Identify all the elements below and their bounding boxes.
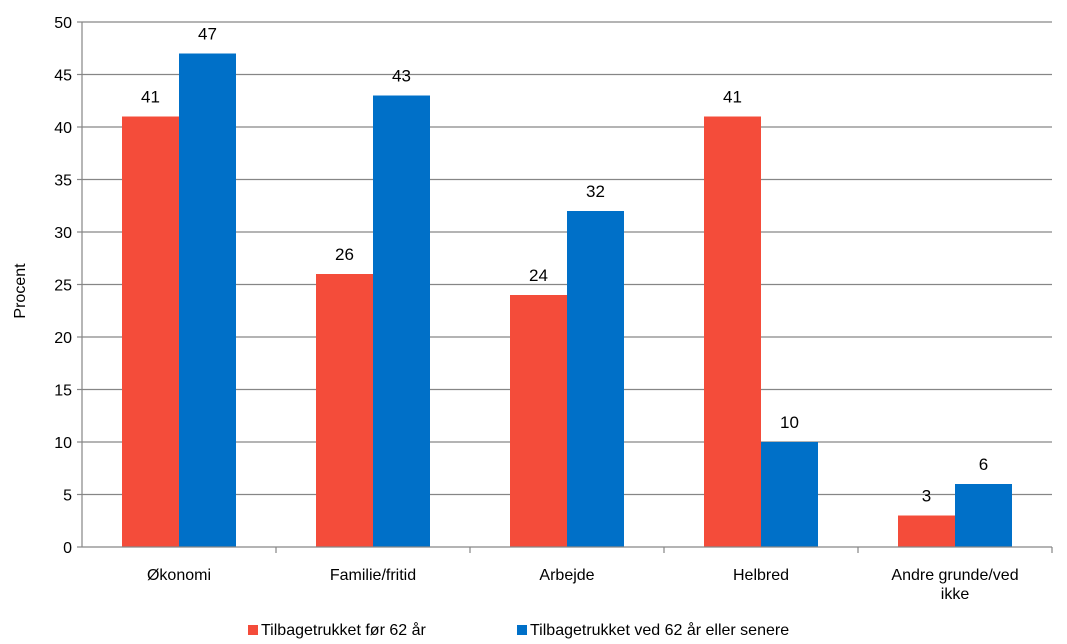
- x-category-label: Helbred: [733, 567, 789, 584]
- legend-swatch: [248, 625, 258, 635]
- x-category-label: Familie/fritid: [330, 567, 416, 584]
- bar: [373, 95, 430, 547]
- x-category-label: Arbejde: [539, 567, 594, 584]
- legend-label: Tilbagetrukket ved 62 år eller senere: [530, 621, 789, 639]
- bar: [510, 295, 567, 547]
- bar: [567, 211, 624, 547]
- data-label: 32: [586, 182, 605, 201]
- bar: [122, 116, 179, 547]
- y-tick-label: 15: [54, 383, 72, 400]
- data-label: 26: [335, 245, 354, 264]
- bars: [122, 53, 1012, 547]
- legend-label: Tilbagetrukket før 62 år: [261, 621, 426, 639]
- data-labels: 41 47 26 43 24 32 41 10 3 6: [141, 25, 988, 506]
- y-tick-label: 35: [54, 173, 72, 190]
- legend: Tilbagetrukket før 62 år Tilbagetrukket v…: [248, 621, 789, 639]
- bar: [898, 515, 955, 547]
- y-tick-label: 30: [54, 225, 72, 242]
- data-label: 10: [780, 413, 799, 432]
- x-category-label: Andre grunde/ved: [891, 567, 1018, 584]
- x-category-label: Økonomi: [147, 567, 211, 584]
- legend-swatch: [517, 625, 527, 635]
- y-tick-label: 20: [54, 330, 72, 347]
- data-label: 47: [198, 25, 217, 44]
- y-tick-label: 50: [54, 15, 72, 32]
- y-tick-label: 25: [54, 278, 72, 295]
- data-label: 24: [529, 266, 548, 285]
- y-tick-label: 0: [63, 540, 72, 557]
- y-tick-labels: 0 5 10 15 20 25 30 35 40 45 50: [54, 15, 72, 557]
- data-label: 43: [392, 67, 411, 86]
- y-tick-label: 5: [63, 488, 72, 505]
- y-tick-label: 45: [54, 68, 72, 85]
- bar: [179, 53, 236, 547]
- bar: [955, 484, 1012, 547]
- data-label: 3: [922, 487, 931, 506]
- y-axis-title: Procent: [12, 263, 29, 319]
- bar: [761, 442, 818, 547]
- axes: [77, 21, 1053, 553]
- x-category-label: ikke: [941, 586, 970, 603]
- y-tick-label: 40: [54, 120, 72, 137]
- data-label: 41: [723, 88, 742, 107]
- bar: [704, 116, 761, 547]
- data-label: 6: [979, 455, 988, 474]
- data-label: 41: [141, 88, 160, 107]
- x-tick-labels: Økonomi Familie/fritid Arbejde Helbred Andre…: [147, 567, 1019, 603]
- bar: [316, 274, 373, 547]
- y-tick-label: 10: [54, 435, 72, 452]
